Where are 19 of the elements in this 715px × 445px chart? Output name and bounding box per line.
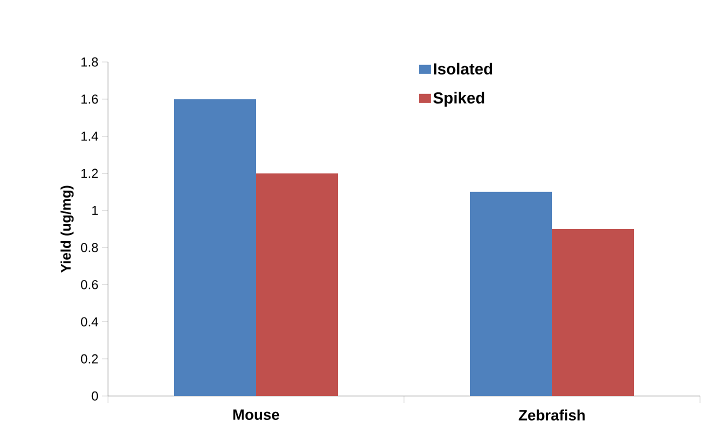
y-tick-label: 1.4 — [81, 132, 98, 141]
y-tick-label: 0 — [92, 391, 98, 401]
x-tick-label: Mouse — [233, 410, 280, 420]
y-tick-label: 0.4 — [80, 317, 98, 326]
y-tick-label: 0.6 — [80, 280, 98, 290]
legend-label: Isolated — [434, 62, 492, 75]
y-axis-title: Yield (ug/mg) — [60, 186, 74, 273]
y-tick-label: 1.8 — [81, 57, 98, 67]
y-tick-label: 1 — [92, 206, 98, 215]
bar — [552, 229, 634, 396]
y-tick-label: 0.2 — [80, 354, 98, 364]
y-tick-label: 1.2 — [81, 168, 98, 178]
bar — [174, 99, 256, 396]
bar — [470, 192, 552, 396]
y-tick-label: 1.6 — [81, 94, 98, 104]
bar — [256, 173, 338, 396]
x-tick-label: Zebrafish — [518, 410, 585, 420]
legend-label: Spiked — [433, 92, 484, 107]
y-tick-label: 0.8 — [80, 242, 98, 252]
